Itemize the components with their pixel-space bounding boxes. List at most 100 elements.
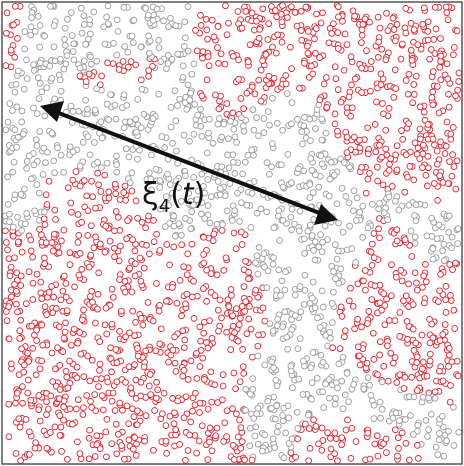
immobile-particle [223, 207, 231, 215]
mobile-particle [410, 26, 418, 33]
mobile-particle [2, 62, 10, 69]
mobile-particle [2, 239, 10, 246]
mobile-particle [97, 188, 105, 195]
immobile-particle [307, 155, 315, 162]
mobile-particle [141, 437, 148, 445]
immobile-particle [327, 334, 334, 342]
mobile-particle [8, 293, 15, 301]
immobile-particle [128, 32, 136, 40]
mobile-particle [400, 297, 407, 305]
mobile-particle [405, 456, 413, 464]
mobile-particle [368, 240, 376, 248]
immobile-particle [312, 125, 319, 132]
immobile-particle [322, 380, 329, 388]
mobile-particle [124, 63, 132, 71]
immobile-particle [105, 116, 113, 124]
mobile-particle [170, 243, 178, 251]
immobile-particle [198, 170, 206, 178]
immobile-particle [190, 60, 198, 68]
mobile-particle [251, 90, 259, 98]
immobile-particle [69, 48, 77, 55]
immobile-particle [296, 335, 304, 342]
mobile-particle [242, 8, 250, 15]
mobile-particle [52, 216, 59, 223]
immobile-particle [273, 382, 281, 390]
mobile-particle [452, 259, 459, 267]
mobile-particle [296, 84, 303, 92]
immobile-particle [318, 287, 326, 295]
mobile-particle [373, 309, 381, 317]
immobile-particle [263, 284, 271, 291]
mobile-particle [45, 288, 53, 296]
immobile-particle [269, 94, 276, 102]
mobile-particle [364, 429, 372, 437]
mobile-particle [92, 204, 99, 212]
immobile-particle [254, 405, 262, 412]
mobile-particle [13, 269, 21, 277]
mobile-particle [453, 27, 461, 35]
mobile-particle [150, 217, 157, 224]
mobile-particle [70, 325, 78, 333]
mobile-particle [38, 357, 46, 365]
immobile-particle [104, 2, 112, 10]
immobile-particle [249, 106, 257, 114]
mobile-particle [60, 403, 67, 411]
mobile-particle [83, 192, 91, 200]
mobile-particle [116, 328, 123, 335]
mobile-particle [248, 9, 256, 17]
immobile-particle [123, 101, 131, 109]
mobile-particle [38, 231, 45, 239]
mobile-particle [407, 46, 415, 54]
mobile-particle [301, 59, 308, 67]
mobile-particle [121, 182, 129, 190]
mobile-particle [85, 455, 93, 463]
mobile-particle [96, 81, 104, 89]
immobile-particle [377, 414, 384, 422]
mobile-particle [429, 135, 437, 143]
immobile-particle [184, 47, 192, 55]
immobile-particle [428, 214, 435, 222]
mobile-particle [121, 277, 129, 285]
mobile-particle [410, 347, 418, 354]
mobile-particle [234, 433, 242, 441]
mobile-particle [259, 304, 267, 312]
mobile-particle [240, 283, 248, 290]
immobile-particle [305, 411, 312, 419]
mobile-particle [393, 273, 400, 281]
mobile-particle [345, 93, 353, 101]
mobile-particle [446, 158, 453, 165]
mobile-particle [218, 227, 226, 234]
mobile-particle [5, 433, 13, 441]
mobile-particle [214, 44, 221, 51]
immobile-particle [144, 11, 152, 19]
mobile-particle [287, 449, 295, 456]
immobile-particle [455, 428, 463, 436]
mobile-particle [208, 334, 216, 342]
arrow-head-right [314, 204, 338, 225]
mobile-particle [271, 7, 279, 14]
mobile-particle [371, 121, 379, 128]
immobile-particle [434, 451, 442, 459]
immobile-particle [185, 189, 193, 197]
immobile-particle [308, 166, 316, 174]
mobile-particle [108, 440, 116, 448]
mobile-particle [41, 303, 49, 310]
mobile-particle [393, 166, 401, 174]
immobile-particle [101, 40, 109, 48]
immobile-particle [113, 16, 121, 24]
mobile-particle [111, 407, 119, 414]
immobile-particle [242, 406, 249, 414]
mobile-particle [193, 349, 200, 357]
mobile-particle [18, 345, 25, 353]
mobile-particle [436, 172, 444, 180]
immobile-particle [253, 252, 261, 260]
mobile-particle [36, 225, 43, 233]
mobile-particle [426, 350, 434, 358]
mobile-particle [101, 171, 109, 179]
arrow-shaft [55, 110, 323, 216]
immobile-particle [14, 133, 22, 141]
mobile-particle [397, 55, 405, 63]
mobile-particle [62, 293, 70, 301]
immobile-particle [186, 96, 194, 104]
mobile-particle [43, 444, 51, 452]
